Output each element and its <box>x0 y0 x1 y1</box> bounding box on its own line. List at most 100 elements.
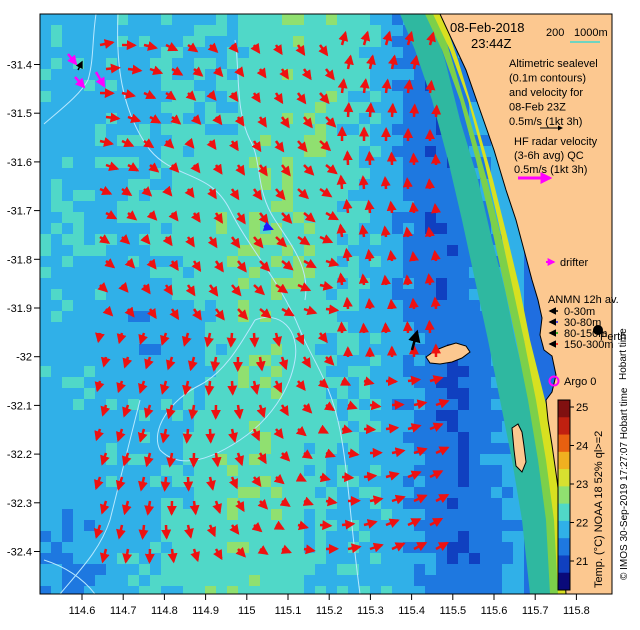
altimetry-arrow <box>190 162 201 174</box>
altimetry-arrow <box>402 177 413 190</box>
altimetry-arrow <box>181 332 192 347</box>
altimetry-arrow <box>251 475 262 488</box>
altimetry-arrow <box>424 226 435 238</box>
altimetry-arrow <box>116 428 126 443</box>
altimetry-arrow <box>143 89 157 100</box>
altimetry-arrow <box>214 308 225 321</box>
hf-radar-legend: HF radar velocity (3-6h avg) QC 0.5m/s (1k… <box>514 136 598 176</box>
altimetry-arrow <box>317 332 328 344</box>
altimetry-arrow <box>127 113 142 124</box>
altimetry-arrow <box>257 164 268 177</box>
altimetry-arrow <box>121 89 136 99</box>
altimetry-arrow <box>430 296 441 310</box>
altimetry-arrow <box>124 306 135 318</box>
altimetry-arrow <box>205 428 216 444</box>
altimetry-arrow <box>100 356 111 368</box>
altimetry-arrow <box>227 380 238 396</box>
altimetry-arrow <box>303 305 318 316</box>
altimetry-arrow <box>138 380 148 394</box>
altimetry-arrow <box>336 223 347 238</box>
altimetry-arrow <box>336 321 347 334</box>
altimetry-arrow <box>259 308 272 319</box>
altimetry-arrow <box>229 188 240 201</box>
altimetry-arrow <box>99 39 115 49</box>
altimetry-arrow <box>190 114 202 125</box>
depth-1000-label: 1000m <box>574 27 608 39</box>
altimetry-arrow <box>168 210 179 222</box>
altimetry-arrow <box>279 404 289 417</box>
altimetry-arrow <box>344 54 354 70</box>
lat-tick-label: -32.1 <box>7 400 32 412</box>
altimetry-arrow <box>363 424 377 435</box>
lon-tick-label: 115.4 <box>398 605 425 617</box>
altimetry-arrow <box>184 524 194 539</box>
altimetry-arrow <box>187 356 198 372</box>
altimetry-arrow <box>127 162 140 172</box>
altimetry-arrow <box>297 235 311 246</box>
altimetry-arrow <box>252 188 263 201</box>
altimetry-arrow <box>207 236 218 249</box>
colorbar-tick-label: 24 <box>576 441 588 453</box>
altimetry-arrow <box>338 30 349 46</box>
altimetry-arrow <box>363 376 375 387</box>
altimetry-arrow <box>99 234 111 244</box>
altimetry-arrow <box>143 452 154 468</box>
colorbar-swatch <box>558 486 570 505</box>
altimetry-legend-line: 08-Feb 23Z <box>509 102 566 114</box>
altimetry-arrow <box>366 54 376 70</box>
altimetry-arrow <box>341 472 355 483</box>
altimetry-arrow <box>255 356 266 372</box>
altimetry-arrow <box>408 297 419 310</box>
altimetry-arrow <box>204 380 215 396</box>
perth-label: Perth <box>600 331 626 343</box>
altimetry-arrow <box>256 67 267 79</box>
altimetry-arrow <box>122 548 133 564</box>
altimetry-arrow <box>275 283 289 294</box>
altimetry-arrow <box>403 79 414 94</box>
altimetry-arrow <box>425 79 436 94</box>
altimetry-arrow <box>104 258 116 269</box>
altimetry-arrow <box>187 42 199 53</box>
altimetry-arrow <box>281 260 294 271</box>
longitude-axis: 114.6 114.7 114.8 114.9 115 115.1 115.2 115.3 11… <box>69 594 590 617</box>
altimetry-arrow <box>212 66 224 78</box>
altimetry-arrow <box>303 164 315 176</box>
altimetry-arrow <box>169 308 180 321</box>
altimetry-arrow <box>184 137 195 149</box>
altimetry-arrow <box>257 116 267 128</box>
map-date: 08-Feb-2018 <box>450 20 524 35</box>
lon-tick-label: 115 <box>238 605 256 617</box>
altimetry-arrow <box>407 375 422 386</box>
argo-marker <box>548 375 560 387</box>
anmn-mooring-arrows <box>75 60 421 351</box>
altimetry-arrow <box>325 496 338 507</box>
altimetry-arrow <box>250 380 260 395</box>
colorbar-tick-label: 25 <box>576 402 588 414</box>
altimetry-arrow <box>99 548 110 564</box>
altimetry-arrow <box>424 178 435 190</box>
lat-tick-label: -32.3 <box>7 498 32 510</box>
altimetry-arrow <box>168 162 180 173</box>
colorbar-label: Temp. (°C) NOAA 18 52% ql>=2 <box>593 431 605 588</box>
altimetry-arrow <box>228 90 239 103</box>
altimetry-arrow <box>407 518 422 528</box>
altimetry-arrow <box>346 400 358 410</box>
altimetry-arrow <box>228 42 239 54</box>
altimetry-arrow <box>119 234 131 245</box>
altimetry-arrow <box>347 543 362 554</box>
plot-frame <box>39 13 613 595</box>
altimetry-arrow <box>413 494 428 504</box>
altimetry-arrow <box>137 428 148 443</box>
altimetry-arrow <box>435 541 449 552</box>
altimetry-arrow <box>192 66 204 77</box>
drifter-label: drifter <box>560 257 588 269</box>
altimetry-arrow <box>256 404 267 419</box>
altimetry-arrow <box>319 234 334 244</box>
altimetry-arrow <box>146 258 157 270</box>
altimetry-arrow <box>273 474 285 485</box>
altimetry-arrow <box>235 164 245 176</box>
altimetry-arrow <box>340 376 352 386</box>
altimetry-arrow <box>409 54 420 70</box>
altimetry-arrow <box>99 500 110 515</box>
